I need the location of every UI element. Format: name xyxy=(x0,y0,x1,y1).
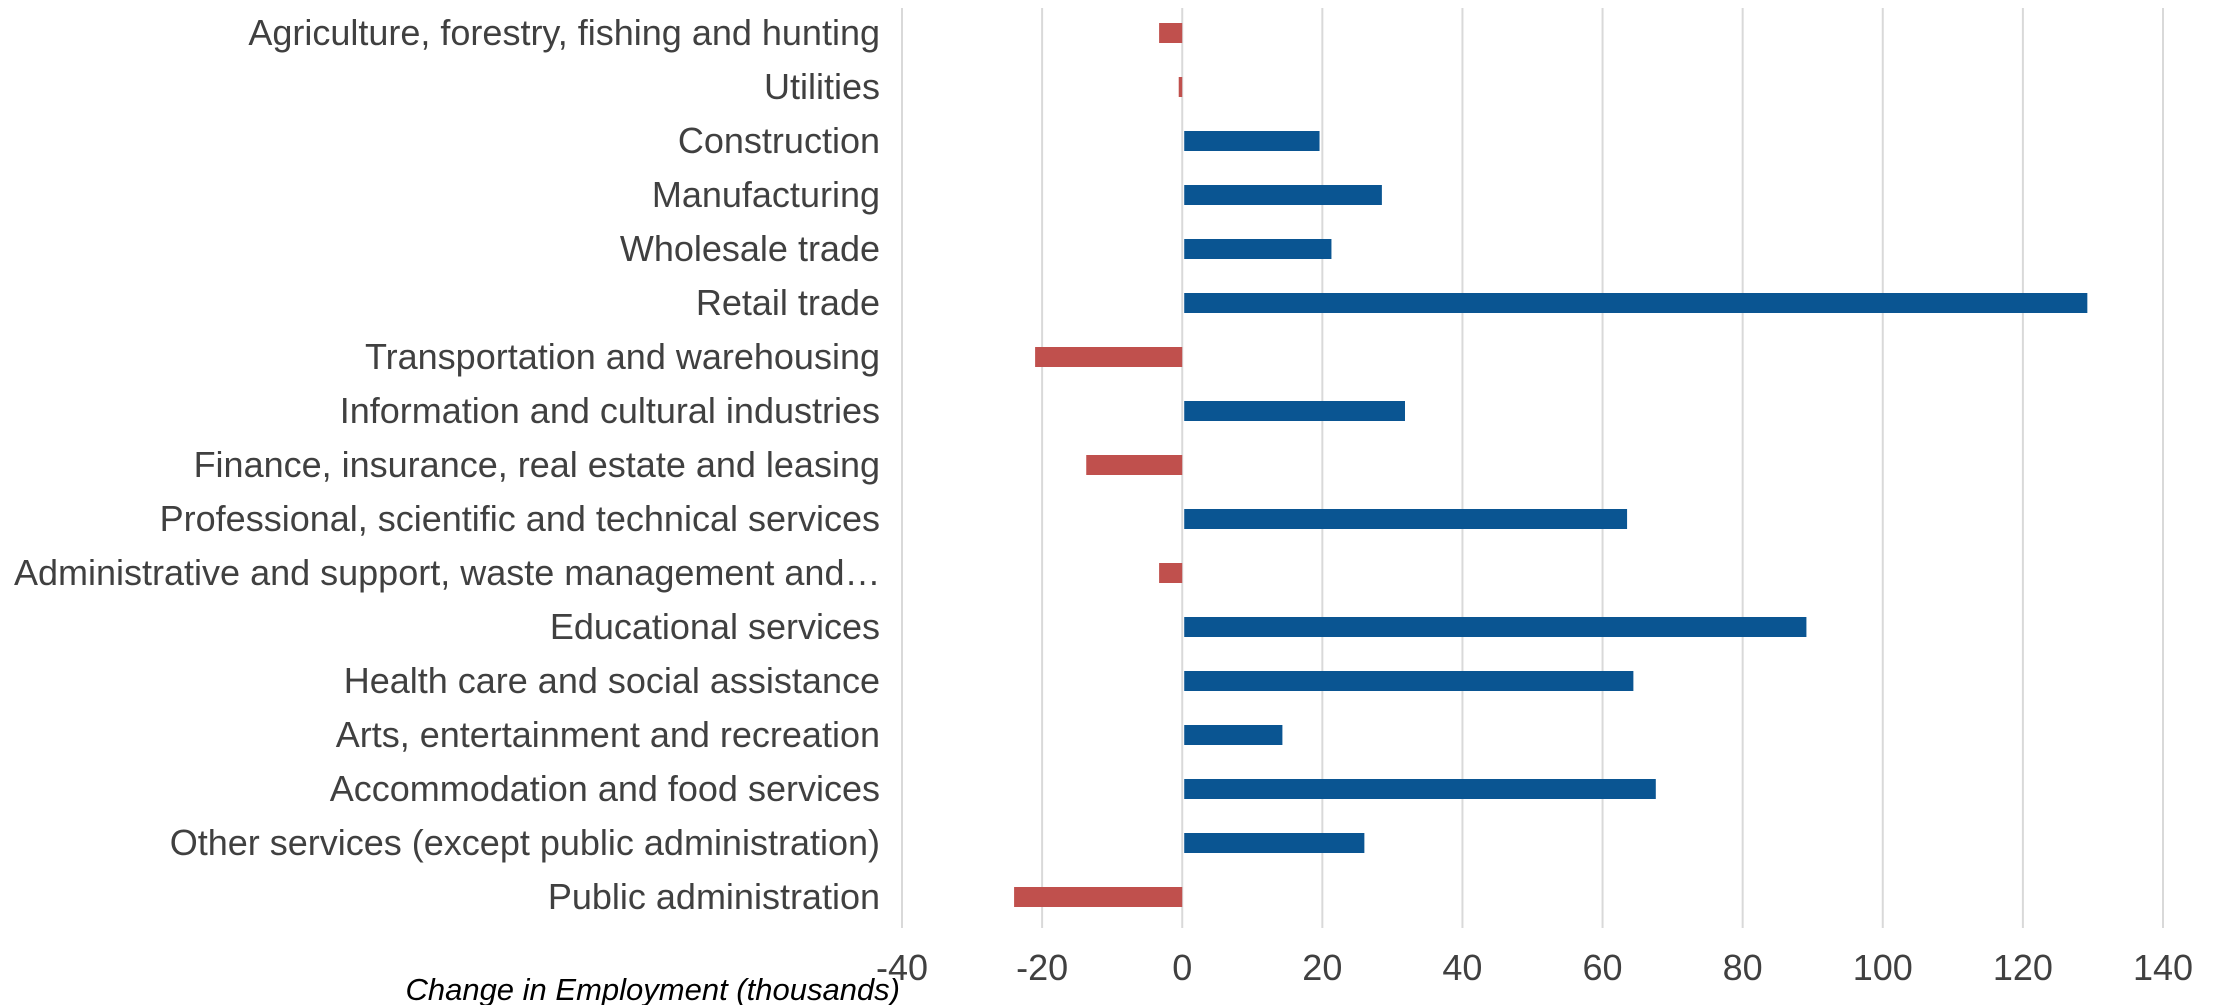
category-label: Administrative and support, waste manage… xyxy=(14,552,880,593)
category-label: Wholesale trade xyxy=(620,228,880,269)
bar xyxy=(1184,833,1365,853)
x-tick-label: 40 xyxy=(1442,947,1482,988)
x-tick-labels: -40 -20 0 20 40 60 80 100 120 140 xyxy=(876,947,2193,988)
x-tick-label: 100 xyxy=(1853,947,1913,988)
bar xyxy=(1014,887,1183,907)
category-label: Professional, scientific and technical s… xyxy=(160,498,880,539)
bar xyxy=(1159,563,1183,583)
bar xyxy=(1184,131,1320,151)
x-tick-label: 80 xyxy=(1723,947,1763,988)
bar xyxy=(1184,239,1332,259)
x-tick-label: 20 xyxy=(1302,947,1342,988)
x-tick-label: -20 xyxy=(1016,947,1068,988)
bar xyxy=(1086,455,1183,475)
category-label: Construction xyxy=(678,120,880,161)
bar xyxy=(1184,617,1807,637)
category-label: Retail trade xyxy=(696,282,880,323)
category-label: Health care and social assistance xyxy=(344,660,880,701)
category-label: Information and cultural industries xyxy=(340,390,880,431)
x-axis-title: Change in Employment (thousands) xyxy=(405,972,900,1005)
bar xyxy=(1184,671,1634,691)
category-label: Public administration xyxy=(548,876,880,917)
bar xyxy=(1178,77,1183,97)
category-label: Finance, insurance, real estate and leas… xyxy=(194,444,880,485)
bar xyxy=(1184,779,1656,799)
bar xyxy=(1184,401,1405,421)
bars xyxy=(1014,23,2088,907)
x-tick-label: -40 xyxy=(876,947,928,988)
category-label: Accommodation and food services xyxy=(330,768,880,809)
x-tick-label: 60 xyxy=(1583,947,1623,988)
gridlines xyxy=(901,8,2164,928)
category-labels: Agriculture, forestry, fishing and hunti… xyxy=(14,12,880,917)
bar xyxy=(1184,725,1283,745)
category-label: Transportation and warehousing xyxy=(365,336,880,377)
bar xyxy=(1159,23,1183,43)
category-label: Other services (except public administra… xyxy=(170,822,880,863)
category-label: Arts, entertainment and recreation xyxy=(336,714,880,755)
bar xyxy=(1184,293,2088,313)
x-tick-label: 140 xyxy=(2133,947,2193,988)
x-tick-label: 0 xyxy=(1172,947,1192,988)
bar xyxy=(1184,185,1382,205)
category-label: Utilities xyxy=(764,66,880,107)
bar xyxy=(1184,509,1628,529)
category-label: Agriculture, forestry, fishing and hunti… xyxy=(248,12,880,53)
category-label: Manufacturing xyxy=(652,174,880,215)
category-label: Educational services xyxy=(550,606,880,647)
bar xyxy=(1035,347,1183,367)
x-tick-label: 120 xyxy=(1993,947,2053,988)
